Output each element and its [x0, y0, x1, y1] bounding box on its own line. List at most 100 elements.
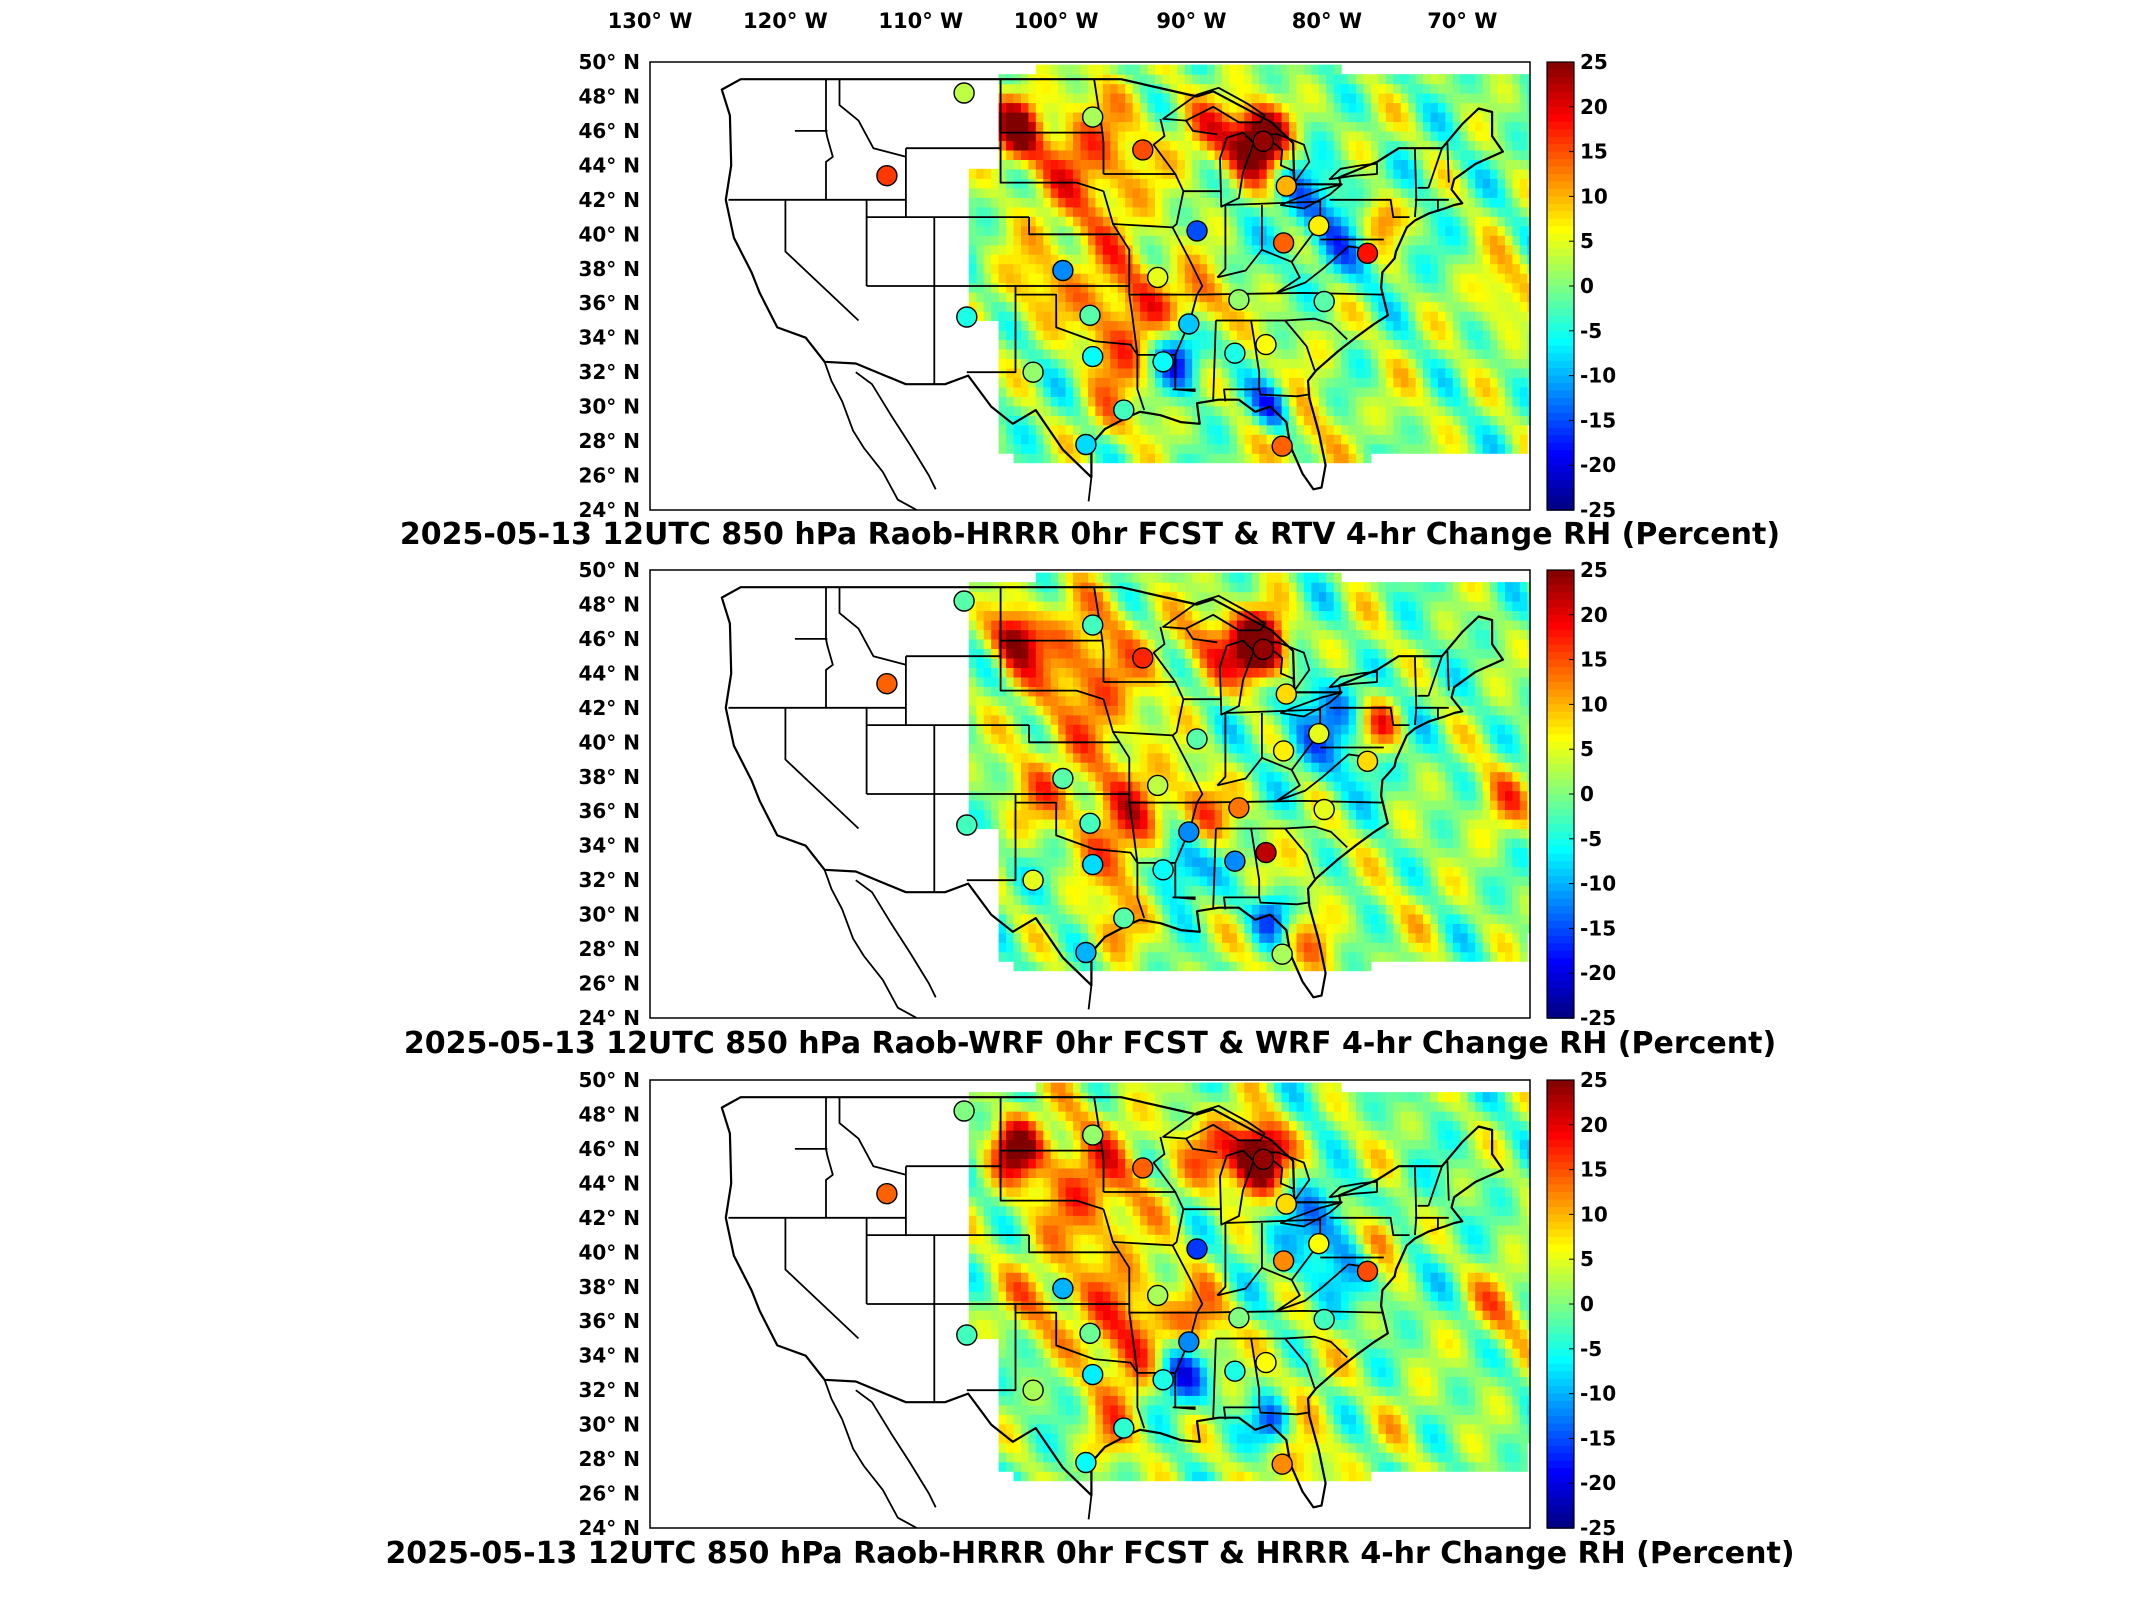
raob-station-marker: [1313, 290, 1335, 313]
longitude-label: 100° W: [1014, 9, 1099, 33]
raob-station-marker: [1272, 1250, 1295, 1272]
raob-station-marker: [1275, 683, 1298, 705]
colorbar-tick-label: 10: [1580, 1202, 1608, 1226]
latitude-label: 32° N: [578, 1378, 640, 1402]
latitude-label: 40° N: [578, 730, 640, 754]
raob-station-marker: [1132, 139, 1154, 161]
latitude-label: 40° N: [578, 1240, 640, 1264]
map-panel-2: 50° N 48° N 46° N 44° N 42° N 40° N 38° N 36° N…: [404, 558, 1776, 1061]
raob-station-marker: [1255, 841, 1277, 864]
map-panel-1: 50° N 48° N 46° N 44° N 42° N 40° N 38° N 36° N…: [400, 50, 1780, 552]
latitude-label: 28° N: [578, 1447, 640, 1471]
raob-station-marker: [1152, 859, 1174, 881]
longitude-label: 70° W: [1427, 9, 1497, 33]
raob-station-marker: [1075, 433, 1097, 456]
latitude-label: 48° N: [578, 1103, 640, 1127]
raob-station-marker: [956, 814, 978, 836]
raob-station-marker: [1081, 345, 1104, 368]
rh-change-field: [968, 64, 1530, 464]
raob-station-marker: [1113, 1417, 1135, 1439]
raob-station-marker: [1228, 289, 1250, 311]
latitude-label: 34° N: [578, 834, 640, 858]
raob-station-marker: [1308, 723, 1330, 745]
colorbar-tick-label: 10: [1580, 184, 1608, 208]
latitude-label: 38° N: [578, 1275, 640, 1299]
raob-station-marker: [1186, 1238, 1208, 1260]
panel-title: 2025-05-13 12UTC 850 hPa Raob-WRF 0hr FC…: [404, 1026, 1776, 1061]
colorbar-tick-label: -5: [1580, 319, 1602, 343]
latitude-label: 48° N: [578, 593, 640, 617]
raob-station-marker: [1022, 1379, 1044, 1401]
raob-station-marker: [1308, 214, 1330, 237]
colorbar-tick-label: -20: [1580, 1471, 1616, 1495]
colorbar-tick-label: 25: [1580, 50, 1608, 74]
raob-station-marker: [1186, 220, 1208, 242]
raob-station-marker: [1224, 1360, 1246, 1382]
latitude-label: 50° N: [578, 1068, 640, 1092]
longitude-label: 130° W: [608, 9, 693, 33]
colorbar-tick-label: 20: [1580, 1113, 1608, 1137]
map-panel-3: 50° N 48° N 46° N 44° N 42° N 40° N 38° N 36° N…: [385, 1068, 1794, 1571]
colorbar-tick-label: -10: [1580, 872, 1616, 896]
raob-station-marker: [1356, 1260, 1379, 1283]
raob-station-marker: [1271, 1453, 1293, 1475]
latitude-label: 30° N: [578, 395, 640, 419]
colorbar-tick-label: 5: [1580, 737, 1594, 761]
panel-title: 2025-05-13 12UTC 850 hPa Raob-HRRR 0hr F…: [400, 517, 1780, 552]
raob-station-marker: [1132, 647, 1154, 669]
latitude-label: 36° N: [578, 1309, 640, 1333]
raob-station-marker: [1079, 1322, 1101, 1345]
raob-station-marker: [876, 1182, 898, 1205]
latitude-label: 32° N: [578, 868, 640, 892]
latitude-label: 28° N: [578, 937, 640, 961]
colorbar-tick-label: 20: [1580, 603, 1608, 627]
raob-station-marker: [1313, 798, 1335, 821]
latitude-label: 30° N: [578, 1413, 640, 1437]
longitude-label: 90° W: [1156, 9, 1226, 33]
latitude-label: 44° N: [578, 661, 640, 685]
raob-station-marker: [1081, 853, 1104, 876]
colorbar-tick-label: -25: [1580, 1006, 1616, 1030]
colorbar-tick-label: 5: [1580, 1247, 1594, 1271]
raob-station-marker: [1178, 313, 1200, 335]
raob-station-marker: [1081, 1363, 1104, 1386]
raob-station-marker: [1146, 774, 1169, 797]
latitude-label: 24° N: [578, 498, 640, 522]
latitude-label: 34° N: [578, 1344, 640, 1368]
latitude-label: 50° N: [578, 50, 640, 74]
latitude-label: 26° N: [578, 1482, 640, 1506]
longitude-label: 110° W: [878, 9, 963, 33]
latitude-label: 46° N: [578, 119, 640, 143]
raob-station-marker: [956, 1324, 978, 1346]
raob-station-marker: [1052, 767, 1074, 790]
longitude-label: 120° W: [743, 9, 828, 33]
raob-station-marker: [953, 82, 975, 104]
latitude-label: 36° N: [578, 291, 640, 315]
colorbar-tick-label: 0: [1580, 782, 1594, 806]
latitude-label: 48° N: [578, 85, 640, 109]
longitude-label: 80° W: [1292, 9, 1362, 33]
colorbar-tick-label: -20: [1580, 961, 1616, 985]
raob-station-marker: [1178, 1331, 1200, 1353]
latitude-label: 38° N: [578, 257, 640, 281]
latitude-label: 26° N: [578, 464, 640, 488]
raob-station-marker: [1113, 907, 1135, 929]
raob-station-marker: [1228, 1307, 1250, 1329]
latitude-label: 26° N: [578, 972, 640, 996]
latitude-label: 46° N: [578, 627, 640, 651]
latitude-label: 42° N: [578, 1206, 640, 1230]
latitude-label: 44° N: [578, 153, 640, 177]
colorbar-tick-label: -5: [1580, 827, 1602, 851]
raob-station-marker: [1178, 821, 1200, 843]
raob-station-marker: [1186, 728, 1208, 750]
colorbar-tick-label: -25: [1580, 1516, 1616, 1540]
raob-station-marker: [1224, 342, 1246, 364]
raob-station-marker: [953, 590, 975, 612]
raob-station-marker: [1313, 1308, 1335, 1331]
raob-station-marker: [876, 673, 898, 695]
raob-station-marker: [1081, 614, 1104, 636]
rh-change-field: [968, 1082, 1530, 1482]
latitude-label: 50° N: [578, 558, 640, 582]
colorbar-tick-label: 10: [1580, 692, 1608, 716]
